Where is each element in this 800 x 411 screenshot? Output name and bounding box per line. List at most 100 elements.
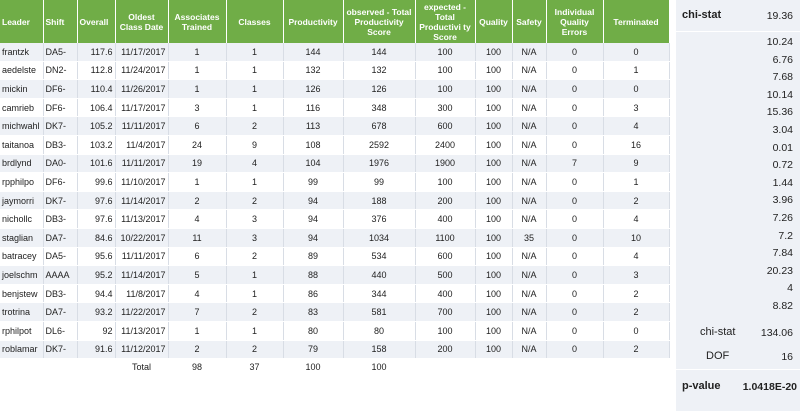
cell-expected-score[interactable]: 700 xyxy=(415,302,476,322)
cell-terminated[interactable]: 4 xyxy=(603,209,670,229)
header-oldest-class-date[interactable]: Oldest Class Date xyxy=(115,0,169,43)
chi-stat-total-value[interactable]: 134.06 xyxy=(760,327,793,339)
cell-observed-score[interactable]: 581 xyxy=(343,302,416,322)
cell-observed-score[interactable]: 440 xyxy=(343,265,416,285)
cell-quality-errors[interactable]: 0 xyxy=(546,135,604,155)
cell-overall[interactable]: 91.6 xyxy=(77,340,116,360)
cell-shift[interactable]: DK7- xyxy=(43,191,78,211)
cell-quality-errors[interactable]: 0 xyxy=(546,302,604,322)
total-observed-score[interactable]: 100 xyxy=(343,358,415,377)
cell-quality-errors[interactable]: 0 xyxy=(546,228,604,248)
cell-quality-errors[interactable]: 0 xyxy=(546,191,604,211)
chi-stat-component-value[interactable]: 10.24 xyxy=(766,36,793,48)
cell-terminated[interactable]: 4 xyxy=(603,116,670,136)
cell-safety[interactable]: N/A xyxy=(512,209,547,229)
cell-expected-score[interactable]: 100 xyxy=(415,321,476,341)
cell-leader[interactable]: joelschm xyxy=(0,265,44,285)
cell-observed-score[interactable]: 344 xyxy=(343,284,416,304)
cell-associates-trained[interactable]: 6 xyxy=(168,247,227,267)
cell-shift[interactable]: DA7- xyxy=(43,228,78,248)
chi-stat-component-value[interactable]: 7.26 xyxy=(772,212,793,224)
cell-classes[interactable]: 1 xyxy=(226,61,284,81)
cell-expected-score[interactable]: 300 xyxy=(415,98,476,118)
cell-quality[interactable]: 100 xyxy=(475,247,513,267)
cell-associates-trained[interactable]: 2 xyxy=(168,191,227,211)
cell-leader[interactable]: benjstew xyxy=(0,284,44,304)
chi-stat-component-value[interactable]: 3.04 xyxy=(772,124,793,136)
cell-shift[interactable]: AAAA xyxy=(43,265,78,285)
cell-overall[interactable]: 93.2 xyxy=(77,302,116,322)
header-productivity[interactable]: Productivity xyxy=(283,0,344,43)
cell-associates-trained[interactable]: 6 xyxy=(168,116,227,136)
cell-quality[interactable]: 100 xyxy=(475,228,513,248)
p-value-value[interactable]: 1.0418E-20 xyxy=(742,381,797,393)
cell-terminated[interactable]: 2 xyxy=(603,302,670,322)
cell-shift[interactable]: DA5- xyxy=(43,43,78,62)
cell-productivity[interactable]: 132 xyxy=(283,61,344,81)
cell-shift[interactable]: DA0- xyxy=(43,154,78,174)
cell-productivity[interactable]: 94 xyxy=(283,209,344,229)
cell-terminated[interactable]: 0 xyxy=(603,321,670,341)
cell-overall[interactable]: 97.6 xyxy=(77,191,116,211)
cell-classes[interactable]: 9 xyxy=(226,135,284,155)
cell-safety[interactable]: N/A xyxy=(512,79,547,99)
cell-overall[interactable]: 95.6 xyxy=(77,247,116,267)
chi-stat-component-value[interactable]: 0.01 xyxy=(772,141,793,154)
cell-classes[interactable]: 2 xyxy=(226,302,284,322)
header-shift[interactable]: Shift xyxy=(43,0,78,43)
cell-safety[interactable]: N/A xyxy=(512,98,547,118)
cell-shift[interactable]: DB3- xyxy=(43,209,78,229)
cell-associates-trained[interactable]: 24 xyxy=(168,135,227,155)
cell-expected-score[interactable]: 100 xyxy=(415,79,476,99)
header-classes[interactable]: Classes xyxy=(226,0,284,43)
cell-oldest-class-date[interactable]: 11/4/2017 xyxy=(115,135,169,155)
cell-quality-errors[interactable]: 0 xyxy=(546,79,604,99)
cell-terminated[interactable]: 2 xyxy=(603,191,670,211)
chi-stat-component-value[interactable]: 10.14 xyxy=(766,88,793,101)
cell-associates-trained[interactable]: 2 xyxy=(168,340,227,360)
cell-overall[interactable]: 94.4 xyxy=(77,284,116,304)
cell-classes[interactable]: 1 xyxy=(226,284,284,304)
cell-overall[interactable]: 101.6 xyxy=(77,154,116,174)
cell-quality-errors[interactable]: 0 xyxy=(546,265,604,285)
cell-productivity[interactable]: 88 xyxy=(283,265,344,285)
cell-terminated[interactable]: 1 xyxy=(603,61,670,81)
chi-stat-component-value[interactable]: 3.96 xyxy=(772,194,793,207)
cell-terminated[interactable]: 0 xyxy=(603,43,670,62)
cell-terminated[interactable]: 2 xyxy=(603,340,670,360)
cell-quality-errors[interactable]: 0 xyxy=(546,43,604,62)
cell-quality[interactable]: 100 xyxy=(475,191,513,211)
cell-associates-trained[interactable]: 1 xyxy=(168,61,227,81)
chi-stat-component-value[interactable]: 15.36 xyxy=(766,106,793,119)
cell-quality[interactable]: 100 xyxy=(475,135,513,155)
cell-classes[interactable]: 1 xyxy=(226,172,284,192)
cell-associates-trained[interactable]: 1 xyxy=(168,43,227,62)
chi-stat-component-value[interactable]: 4 xyxy=(787,282,793,295)
cell-observed-score[interactable]: 678 xyxy=(343,116,416,136)
cell-quality[interactable]: 100 xyxy=(475,209,513,229)
cell-expected-score[interactable]: 2400 xyxy=(415,135,476,155)
cell-classes[interactable]: 2 xyxy=(226,191,284,211)
cell-leader[interactable]: frantzk xyxy=(0,43,44,62)
cell-terminated[interactable]: 10 xyxy=(603,228,670,248)
chi-stat-component-value[interactable]: 0.72 xyxy=(772,159,793,172)
cell-productivity[interactable]: 83 xyxy=(283,302,344,322)
cell-leader[interactable]: rpphilpo xyxy=(0,172,44,192)
cell-classes[interactable]: 1 xyxy=(226,98,284,118)
chi-stat-component-value[interactable]: 8.82 xyxy=(772,300,793,312)
cell-oldest-class-date[interactable]: 11/14/2017 xyxy=(115,191,169,211)
chi-stat-component-value[interactable]: 1.44 xyxy=(772,176,793,189)
cell-observed-score[interactable]: 1976 xyxy=(343,154,416,174)
cell-leader[interactable]: aedelste xyxy=(0,61,44,81)
cell-safety[interactable]: N/A xyxy=(512,116,547,136)
cell-leader[interactable]: camrieb xyxy=(0,98,44,118)
cell-terminated[interactable]: 16 xyxy=(603,135,670,155)
cell-terminated[interactable]: 2 xyxy=(603,284,670,304)
cell-terminated[interactable]: 3 xyxy=(603,265,670,285)
cell-terminated[interactable]: 9 xyxy=(603,154,670,174)
cell-productivity[interactable]: 116 xyxy=(283,98,344,118)
cell-productivity[interactable]: 89 xyxy=(283,247,344,267)
cell-expected-score[interactable]: 100 xyxy=(415,43,476,62)
cell-overall[interactable]: 112.8 xyxy=(77,61,116,81)
cell-leader[interactable]: brdlynd xyxy=(0,154,44,174)
